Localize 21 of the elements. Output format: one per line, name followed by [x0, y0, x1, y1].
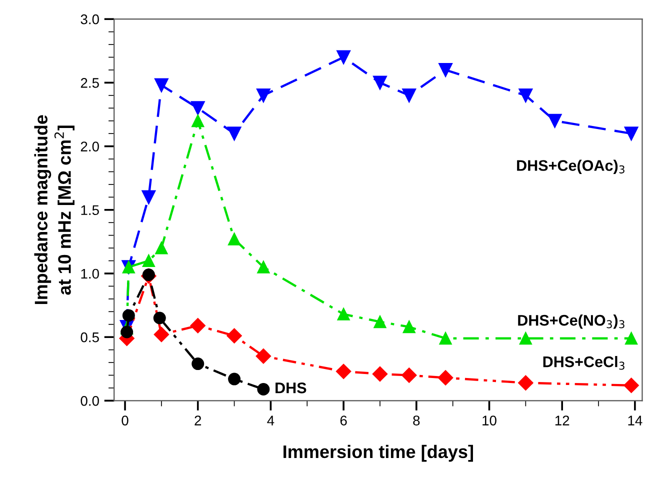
- series-label: DHS: [276, 382, 306, 394]
- y-tick-label: 0.0: [80, 396, 99, 406]
- series-label: DHS+Ce(NO$_{3}$)$_{3}$: [518, 314, 624, 329]
- x-tick-label: 14: [628, 416, 642, 426]
- y-tick-label: 1.5: [81, 205, 99, 216]
- x-tick-label: 2: [194, 416, 202, 426]
- x-tick-label: 0: [122, 416, 128, 426]
- x-tick-label: 10: [482, 416, 496, 426]
- x-tick-label: 4: [267, 416, 274, 426]
- x-axis-title: Immersion time [days]: [284, 444, 473, 462]
- y-tick-label: 0.5: [80, 332, 99, 342]
- y-tick-label: 2.5: [80, 78, 99, 88]
- x-tick-label: 8: [413, 416, 420, 426]
- y-tick-label: 1.0: [81, 268, 99, 279]
- y-tick-label: 2.0: [80, 142, 99, 152]
- series-label: DHS+Ce(OAc)$_{3}$: [517, 160, 624, 174]
- x-tick-label: 6: [340, 416, 347, 426]
- x-tick-label: 12: [555, 416, 570, 426]
- y-axis-title: Impedance magnitude at 10 mHz [MΩ cm$^{2}$]: [34, 115, 74, 304]
- series-label: DHS+CeCl$_{3}$: [543, 356, 624, 370]
- y-tick-label: 3.0: [80, 14, 99, 24]
